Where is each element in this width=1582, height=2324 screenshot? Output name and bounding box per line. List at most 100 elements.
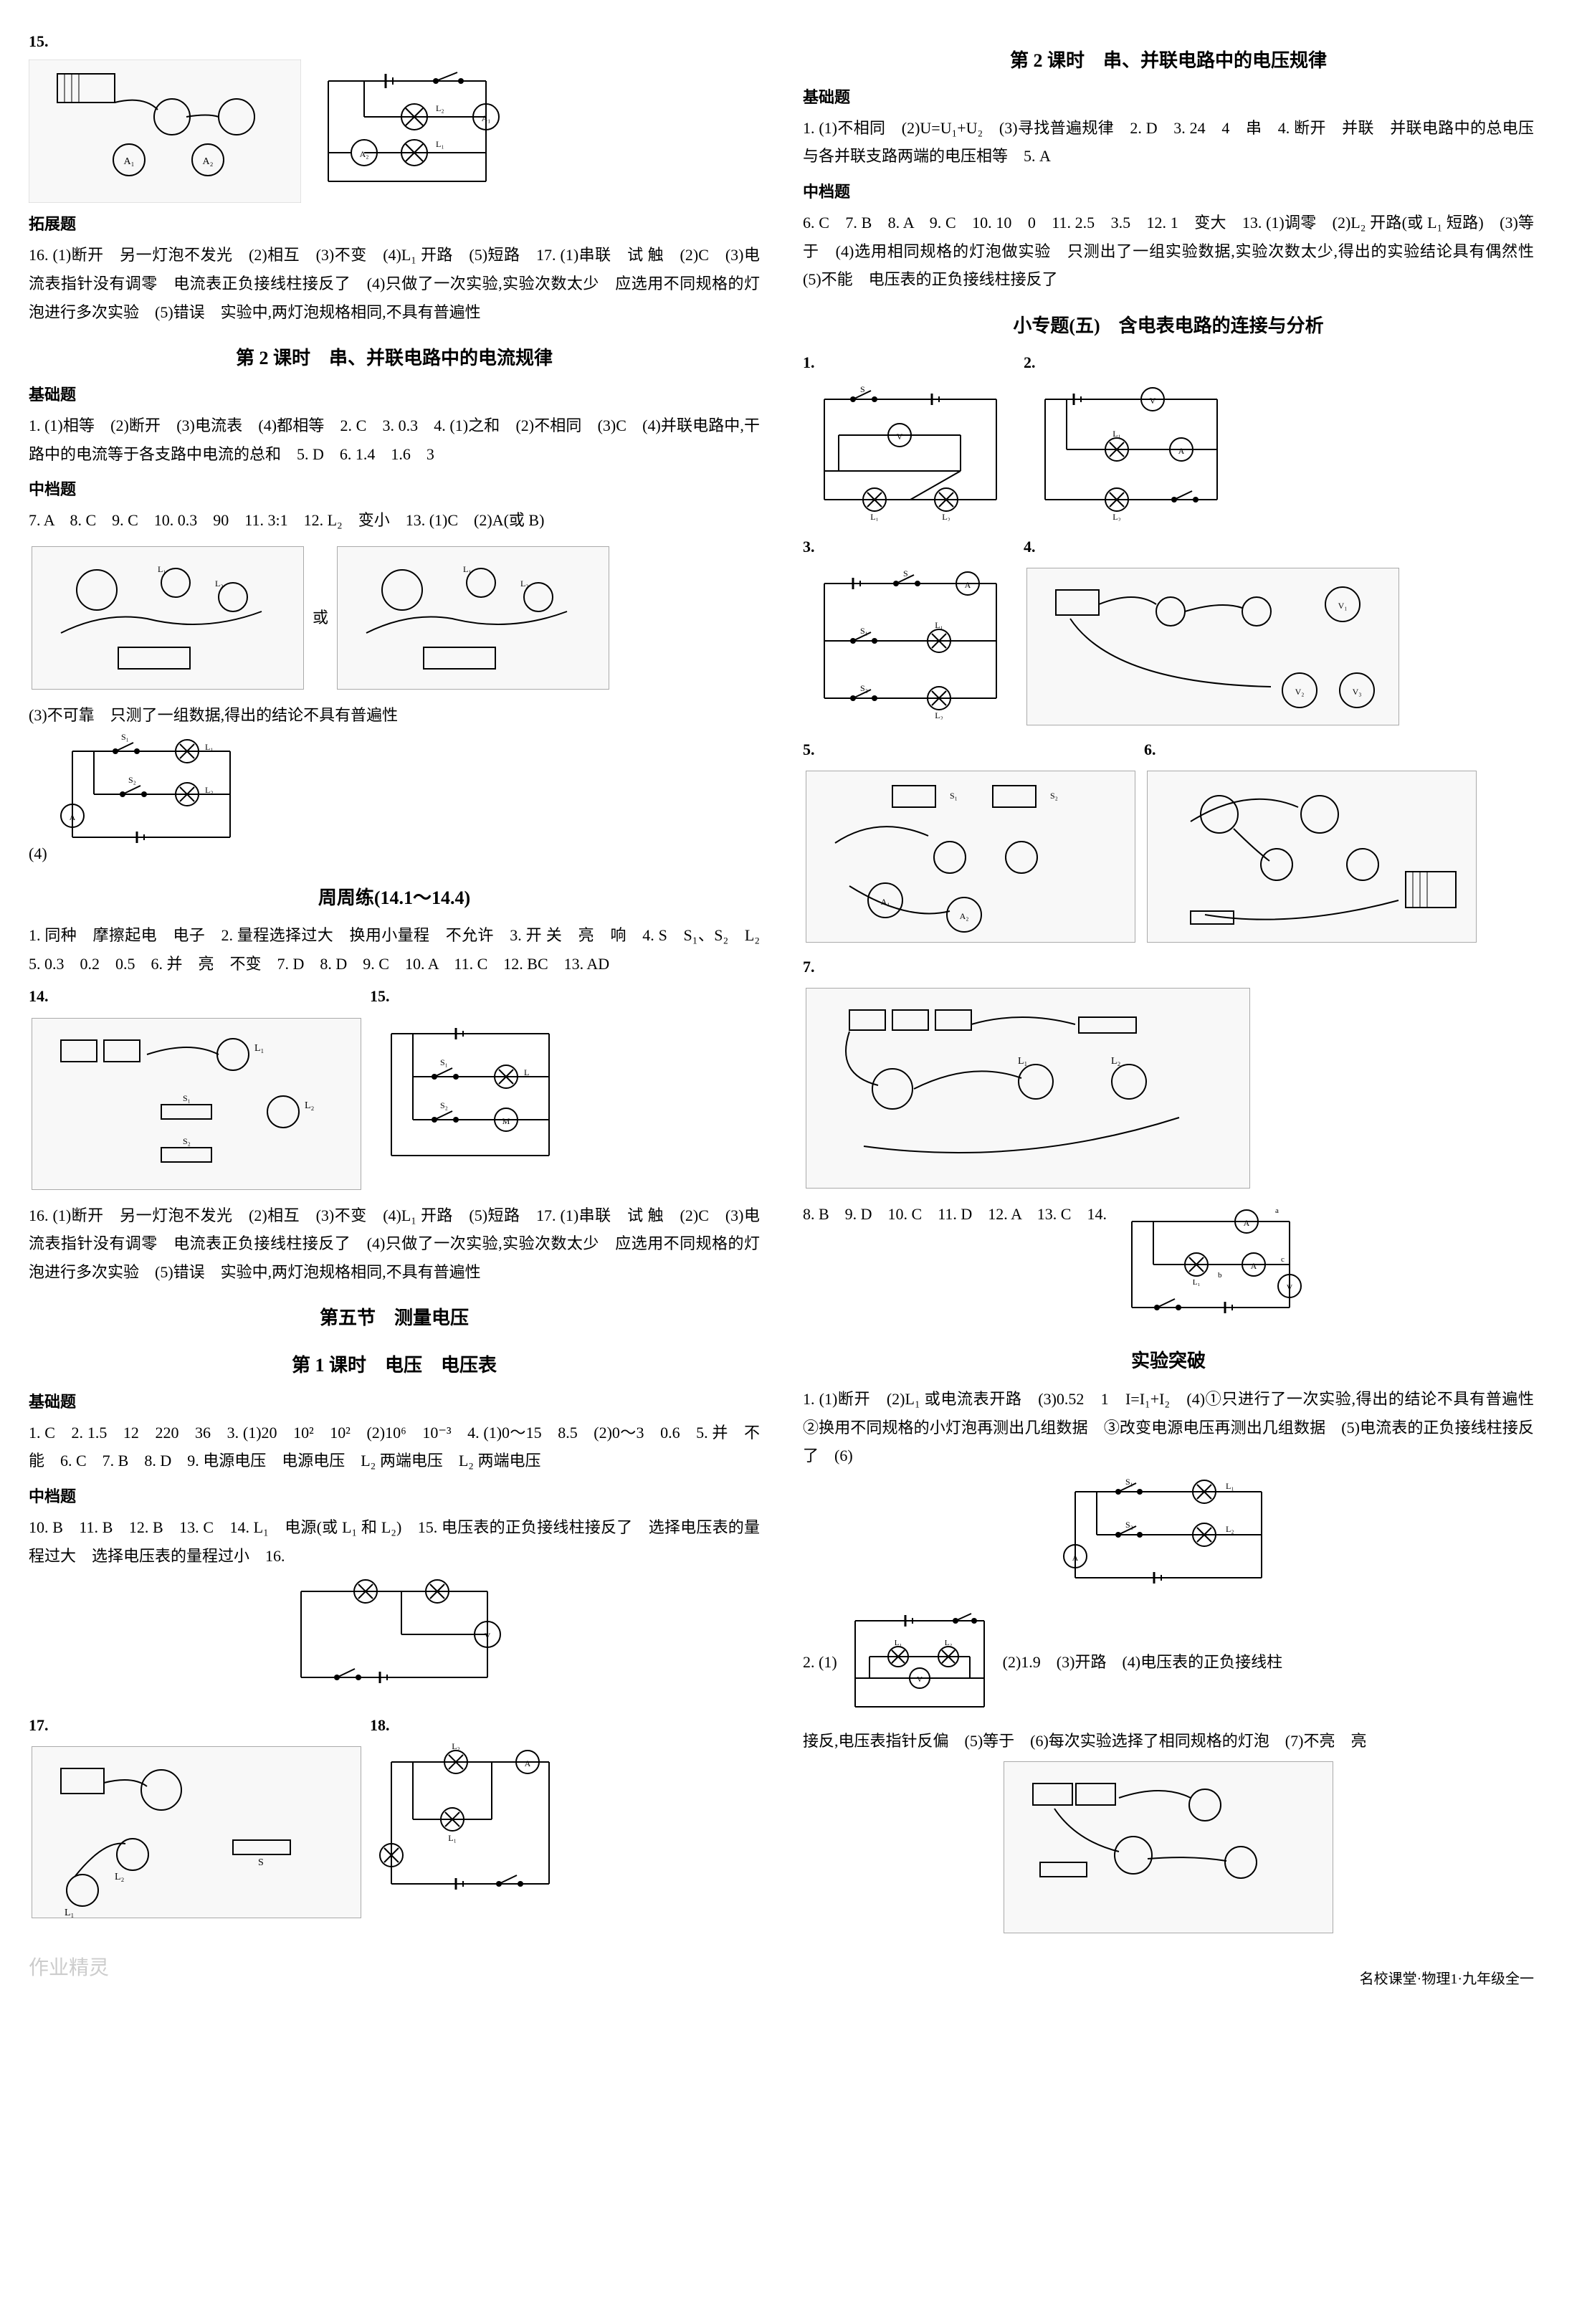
zhongdang-label: 中档题 [29, 477, 760, 502]
q13-or-label: 或 [313, 605, 328, 630]
svg-text:A: A [525, 1758, 531, 1768]
q17-label: 17. [29, 1713, 364, 1738]
jichu2-label: 基础题 [29, 1389, 760, 1414]
svg-text:a: a [1275, 1206, 1279, 1215]
svg-text:L₂: L₂ [1111, 1056, 1121, 1067]
d7-label: 7. [803, 954, 1253, 979]
q16-diagram-wrap: V [29, 1570, 760, 1706]
svg-text:V: V [485, 1631, 491, 1641]
zhongdang2-label: 中档题 [29, 1484, 760, 1509]
shiyan-answers1: 1. (1)断开 (2)L₁ 或电流表开路 (3)0.52 1 I=I₁+I₂ … [803, 1385, 1534, 1470]
svg-text:L₂: L₂ [436, 103, 444, 113]
svg-text:V₁: V₁ [1338, 601, 1348, 611]
svg-text:L₂: L₂ [1112, 512, 1121, 521]
svg-text:V: V [1150, 396, 1156, 406]
svg-text:L₂: L₂ [1226, 1524, 1234, 1534]
section5-sub-title: 第 1 课时 电压 电压表 [29, 1351, 760, 1381]
svg-text:b: b [1218, 1271, 1222, 1280]
svg-text:V₃: V₃ [1353, 687, 1362, 697]
circuit-diagram-13a: L₁ L₂ [32, 546, 304, 690]
svg-text:L₁: L₁ [1112, 429, 1121, 439]
xiaozhuanti-row3: 5. S₁ S₂ A₁ A₂ [803, 737, 1534, 948]
svg-text:L₂: L₂ [215, 578, 224, 589]
svg-text:L₁: L₁ [870, 512, 879, 521]
zhongdang3-label: 中档题 [803, 179, 1534, 204]
circuit-diagram-15b: A₁ L₂ L₁ A₂ [307, 59, 508, 203]
svg-text:L₂: L₂ [115, 1872, 125, 1882]
shiyan-final-diagram [803, 1756, 1534, 1939]
svg-text:S₂: S₂ [440, 1100, 448, 1110]
d6-label: 6. [1144, 737, 1479, 762]
page-footer: 名校课堂·物理1·九年级全一 [803, 1968, 1534, 1991]
svg-text:L₁: L₁ [254, 1043, 264, 1054]
q13-diagrams: L₁ L₂ 或 L₁ L₂ [29, 540, 760, 695]
svg-text:S: S [903, 568, 908, 578]
d5-label: 5. [803, 737, 1138, 762]
circuit-diagram-15a: A₁ A₂ [29, 59, 301, 203]
svg-text:V: V [1287, 1282, 1293, 1292]
xiaozhuanti-title: 小专题(五) 含电表电路的连接与分析 [803, 311, 1534, 341]
section2b-title: 第 2 课时 串、并联电路中的电压规律 [803, 46, 1534, 76]
circuit-diagram-13b: L₁ L₂ [337, 546, 609, 690]
svg-text:S₁: S₁ [950, 791, 958, 801]
circuit-diagram-sy1: S₁ L₁ S₂ L₂ A [1054, 1470, 1283, 1599]
q14-label: 14. [29, 984, 364, 1009]
q13-4-label: (4) [29, 844, 47, 862]
circuit-diagram-xz6 [1147, 771, 1477, 943]
svg-text:L₁: L₁ [436, 139, 444, 149]
section2-title: 第 2 课时 串、并联电路中的电流规律 [29, 343, 760, 373]
zhongdang2-answers: 10. B 11. B 12. B 13. C 14. L₁ 电源(或 L₁ 和… [29, 1513, 760, 1570]
svg-text:A: A [1072, 1553, 1079, 1563]
circuit-diagram-xz2: V L₁ A L₂ [1024, 378, 1239, 521]
svg-text:A: A [1178, 446, 1185, 456]
page-container: 15. A₁ A₂ [29, 29, 1553, 1991]
svg-text:c: c [1281, 1255, 1285, 1264]
svg-text:L₁: L₁ [205, 742, 214, 752]
svg-text:L₁: L₁ [65, 1908, 74, 1918]
svg-text:L₂: L₂ [935, 710, 943, 720]
q14-15-diagrams: 14. L₁ S₁ L₂ S₂ [29, 984, 760, 1195]
q13-3-text: (3)不可靠 只测了一组数据,得出的结论不具有普遍性 [29, 701, 760, 730]
circuit-diagram-16: V [280, 1570, 509, 1699]
svg-text:A₂: A₂ [203, 156, 214, 167]
circuit-diagram-sy2: L₁ L₂ V [841, 1606, 999, 1721]
shiyan-q2-label: 2. (1) [803, 1653, 837, 1671]
shiyan-q2-block: 2. (1) L₁ L₂ [803, 1606, 1534, 1721]
svg-text:S₂: S₂ [183, 1136, 191, 1146]
xiaozhuanti-row4: 7. L₁ L₂ [803, 954, 1534, 1194]
svg-text:L₁: L₁ [158, 564, 166, 574]
shiyan-q2-cont: (2)1.9 (3)开路 (4)电压表的正负接线柱 [1003, 1653, 1282, 1671]
d3-label: 3. [803, 534, 1018, 559]
circuit-diagram-xz3: S A S₁ L₁ S₂ [803, 562, 1018, 720]
svg-text:L: L [524, 1067, 529, 1077]
svg-text:L₂: L₂ [305, 1100, 315, 1111]
q18-label: 18. [370, 1713, 571, 1738]
circuit-diagram-q14r: A a L₁ b A c V [1110, 1200, 1311, 1329]
circuit-diagram-18: L₂ A L₁ [370, 1740, 571, 1913]
q17-18-diagrams: 17. L₂ L₁ S [29, 1713, 760, 1924]
svg-text:V₂: V₂ [1295, 687, 1305, 697]
svg-text:S₁: S₁ [440, 1057, 448, 1067]
svg-text:L₁: L₁ [463, 564, 472, 574]
svg-text:L₂: L₂ [945, 1639, 953, 1647]
svg-text:A: A [1251, 1261, 1257, 1271]
circuit-diagram-17: L₂ L₁ S [32, 1746, 361, 1918]
shiyan-diagram1: S₁ L₁ S₂ L₂ A [803, 1470, 1534, 1606]
svg-text:S₁: S₁ [183, 1093, 191, 1103]
jichu-answers: 1. (1)相等 (2)断开 (3)电流表 (4)都相等 2. C 3. 0.3… [29, 411, 760, 468]
svg-text:L₂: L₂ [942, 512, 950, 521]
svg-text:L₂: L₂ [452, 1741, 460, 1751]
jichu-label: 基础题 [29, 382, 760, 407]
zhongdang3-answers: 6. C 7. B 8. A 9. C 10. 10 0 11. 2.5 3.5… [803, 209, 1534, 294]
jichu3-label: 基础题 [803, 85, 1534, 110]
shiyan-q2-end: 接反,电压表指针反偏 (5)等于 (6)每次实验选择了相同规格的灯泡 (7)不亮… [803, 1727, 1534, 1756]
svg-text:L₂: L₂ [520, 578, 529, 589]
svg-text:L₂: L₂ [205, 785, 214, 795]
q13-4-block: (4) S₁ L₁ S₂ [29, 730, 760, 866]
section5-title: 第五节 测量电压 [29, 1303, 760, 1333]
d2-label: 2. [1024, 350, 1239, 375]
answers-89: 8. B 9. D 10. C 11. D 12. A 13. C 14. [803, 1205, 1107, 1223]
q15-block: 15. A₁ A₂ [29, 29, 760, 203]
circuit-diagram-xz1: S V L₁ [803, 378, 1018, 521]
svg-text:S₂: S₂ [1050, 791, 1058, 801]
